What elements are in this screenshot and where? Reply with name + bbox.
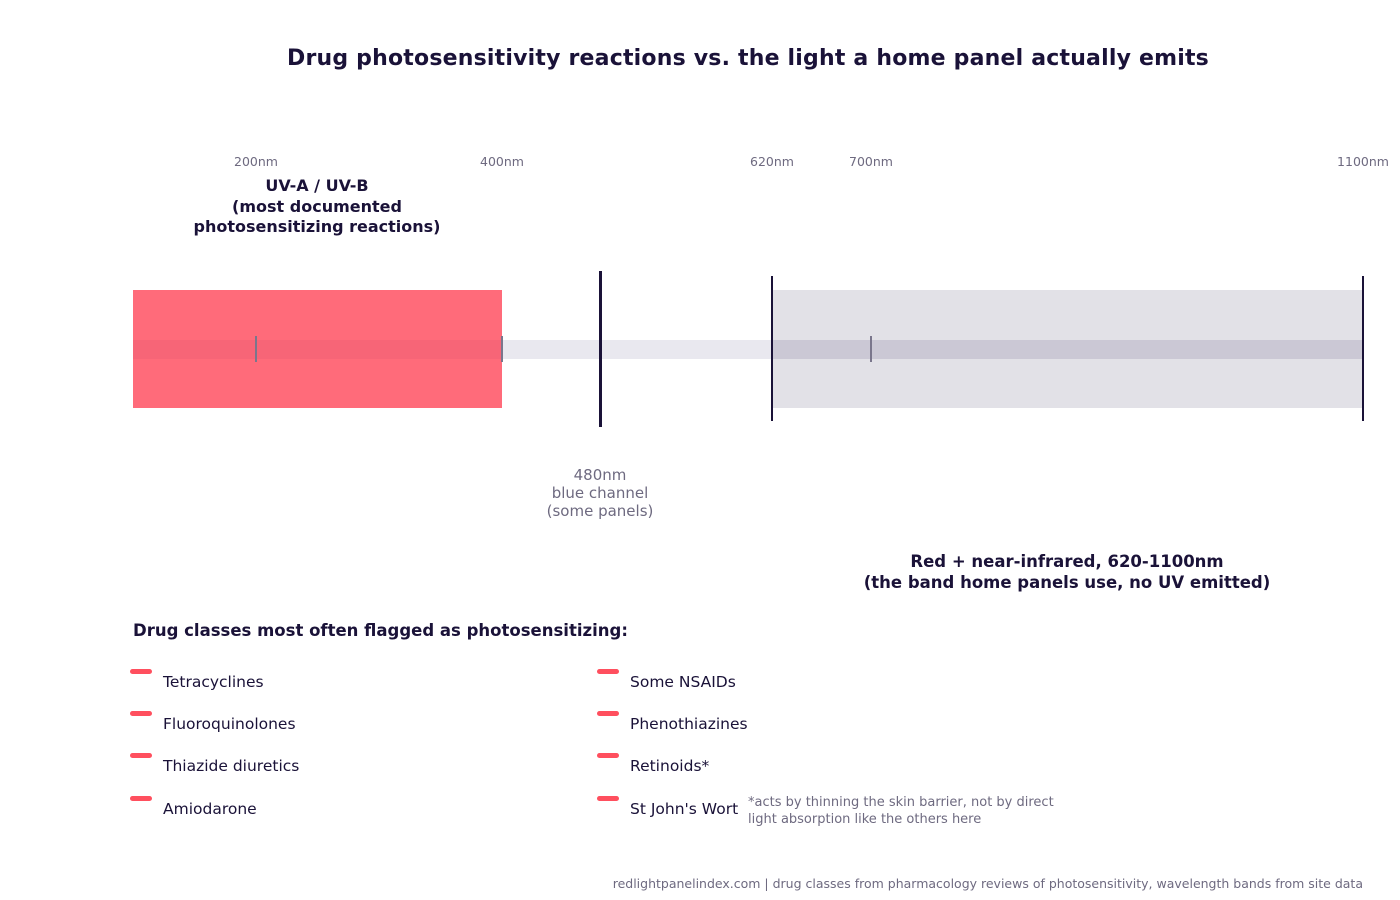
tick-label-700nm: 700nm	[849, 154, 893, 169]
footnote-line: light absorption like the others here	[748, 812, 982, 827]
red-nir-band-label-line: (the band home panels use, no UV emitted…	[863, 572, 1271, 592]
drug-item-tetracyclines: Tetracyclines	[163, 673, 264, 691]
uv-band-label-line: photosensitizing reactions)	[193, 217, 441, 236]
uv-band-label-line: UV-A / UV-B	[265, 176, 369, 195]
drug-classes-heading: Drug classes most often flagged as photo…	[133, 621, 628, 640]
source-credit: redlightpanelindex.com | drug classes fr…	[612, 876, 1363, 891]
drug-item-retinoids: Retinoids*	[630, 757, 710, 775]
footnote-line: *acts by thinning the skin barrier, not …	[748, 795, 1054, 810]
drug-item-phenothiazines: Phenothiazines	[630, 715, 748, 733]
chart-title: Drug photosensitivity reactions vs. the …	[287, 46, 1209, 71]
uv-track	[133, 340, 502, 359]
uv-band-label: UV-A / UV-B (most documented photosensit…	[194, 176, 441, 238]
tick-mark-200nm	[255, 336, 257, 362]
drug-item-thiazide-diuretics: Thiazide diuretics	[163, 757, 300, 775]
red-nir-band-label-line: Red + near-infrared, 620-1100nm	[910, 552, 1224, 571]
blue-channel-label-line: (some panels)	[546, 502, 654, 520]
tick-label-1100nm: 1100nm	[1337, 154, 1389, 169]
bullet-dash	[130, 753, 152, 758]
bullet-dash	[597, 753, 619, 758]
tick-label-200nm: 200nm	[234, 154, 278, 169]
red-nir-band-label: Red + near-infrared, 620-1100nm (the ban…	[864, 552, 1271, 593]
band-start-620nm-marker	[771, 276, 773, 421]
bullet-dash	[597, 669, 619, 674]
retinoids-footnote: *acts by thinning the skin barrier, not …	[748, 794, 1078, 828]
blue-channel-label-line: 480nm	[573, 466, 627, 484]
bullet-dash	[597, 796, 619, 801]
bullet-dash	[130, 669, 152, 674]
blue-channel-label-line: blue channel	[551, 484, 649, 502]
tick-label-400nm: 400nm	[480, 154, 524, 169]
bullet-dash	[130, 796, 152, 801]
blue-channel-marker	[599, 271, 602, 427]
blue-channel-label: 480nm blue channel (some panels)	[547, 466, 654, 520]
band-end-1100nm-marker	[1362, 276, 1364, 421]
drug-item-st-johns-wort: St John's Wort	[630, 800, 739, 818]
tick-mark-400nm	[501, 336, 503, 362]
bullet-dash	[597, 711, 619, 716]
tick-label-620nm: 620nm	[750, 154, 794, 169]
tick-mark-700nm	[870, 336, 872, 362]
bullet-dash	[130, 711, 152, 716]
drug-item-some-nsaids: Some NSAIDs	[630, 673, 736, 691]
uv-band-label-line: (most documented	[232, 196, 402, 216]
drug-item-amiodarone: Amiodarone	[163, 800, 257, 818]
drug-item-fluoroquinolones: Fluoroquinolones	[163, 715, 296, 733]
red-nir-track	[772, 340, 1363, 359]
